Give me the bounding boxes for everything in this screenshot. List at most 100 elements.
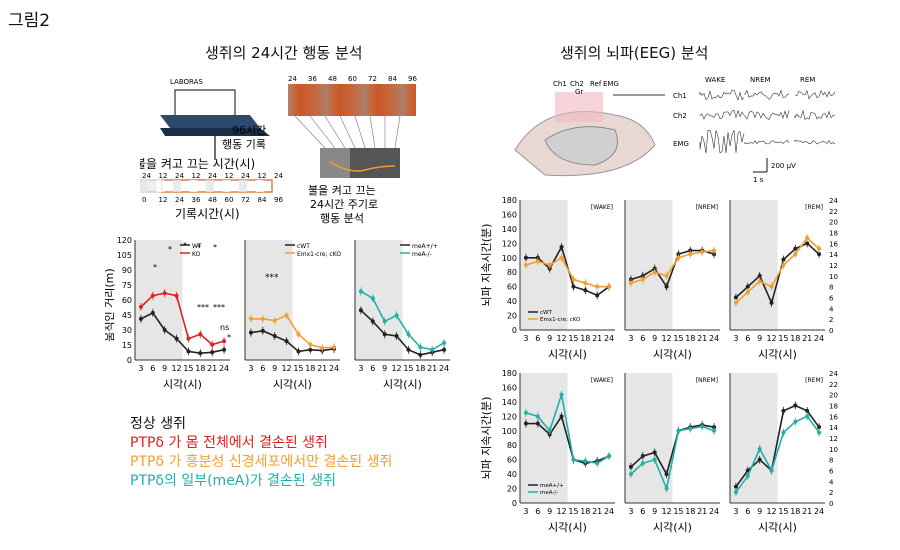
x-tick-label: 9: [757, 507, 762, 516]
heat-tick: 96: [408, 75, 417, 83]
data-point: [198, 351, 203, 356]
data-point: [442, 347, 447, 352]
legend-entry: WT: [192, 243, 202, 250]
bottom-tick: 60: [225, 196, 234, 204]
heat-tick: 84: [388, 75, 397, 83]
x-tick-label: 15: [403, 364, 413, 373]
bottom-tick: 96: [274, 196, 283, 204]
series-line: [630, 424, 715, 477]
y2-tick-label: 18: [829, 230, 838, 238]
x-tick-label: 15: [778, 334, 788, 343]
data-point: [769, 284, 774, 289]
data-point: [138, 316, 143, 321]
y2-tick-label: 8: [829, 457, 833, 465]
series-line: [525, 394, 610, 465]
x-tick-label: 6: [745, 507, 750, 516]
data-point: [210, 350, 215, 355]
x-axis-label: 시각(시): [548, 521, 587, 534]
data-point: [260, 328, 265, 333]
right-title: 생쥐의 뇌파(EEG) 분석: [560, 44, 709, 62]
state-rem: REM: [800, 76, 815, 84]
data-point: [272, 318, 277, 323]
y-tick-label: 45: [122, 311, 132, 320]
legend-entry: meA-/-: [412, 251, 432, 258]
data-point: [700, 250, 705, 254]
significance-label: ***: [213, 303, 225, 312]
data-point: [745, 473, 750, 478]
y-tick-label: 120: [502, 412, 517, 421]
data-point: [296, 332, 301, 337]
electrode-area: [555, 92, 603, 122]
data-point: [781, 430, 786, 435]
heat-strip-overlay: [288, 84, 416, 116]
data-point: [442, 340, 447, 345]
eeg-trace: [699, 130, 745, 154]
x-tick-label: 12: [766, 507, 776, 516]
lbl-ref: Ref: [590, 80, 602, 88]
data-point: [284, 339, 289, 344]
data-point: [260, 316, 265, 321]
lbl-ch2: Ch2: [570, 80, 584, 88]
series-line: [525, 244, 610, 297]
night-shade: [135, 240, 183, 360]
x-tick-label: 3: [248, 364, 253, 373]
laboras-label: LABORAS: [170, 78, 203, 86]
data-point: [559, 244, 564, 249]
data-point: [430, 347, 435, 352]
y-tick-label: 60: [507, 283, 517, 292]
x-tick-label: 3: [523, 334, 528, 343]
x-tick-label: 21: [427, 364, 437, 373]
series-line: [735, 415, 820, 493]
left-title: 생쥐의 24시간 행동 분석: [205, 44, 363, 62]
y2-tick-label: 8: [829, 284, 833, 292]
x-tick-label: 9: [757, 334, 762, 343]
y-axis-label: 뇌파 지속시간(분): [480, 224, 493, 307]
y2-tick-label: 18: [829, 403, 838, 411]
x-tick-label: 3: [523, 507, 528, 516]
x-tick-label: 21: [592, 334, 602, 343]
data-point: [652, 457, 657, 462]
bottom-tick: 84: [258, 196, 267, 204]
panel-label: [WAKE]: [591, 377, 613, 384]
y2-tick-label: 12: [829, 262, 838, 270]
x-tick-label: 18: [415, 364, 425, 373]
data-point: [733, 295, 738, 300]
data-point: [757, 279, 762, 284]
data-point: [418, 345, 423, 350]
data-point: [817, 425, 822, 430]
data-point: [358, 289, 363, 294]
data-point: [174, 293, 179, 298]
significance-label: ***: [265, 273, 279, 283]
data-point: [712, 248, 717, 253]
cycle-label-1: 불을 켜고 끄는: [308, 184, 376, 197]
y2-tick-label: 14: [829, 251, 838, 259]
x-tick-label: 21: [697, 507, 707, 516]
data-point: [150, 293, 155, 298]
x-tick-label: 24: [439, 364, 449, 373]
data-point: [628, 281, 633, 286]
data-point: [198, 332, 203, 337]
data-point: [571, 457, 576, 462]
x-tick-label: 6: [370, 364, 375, 373]
y2-tick-label: 20: [829, 392, 838, 400]
data-point: [571, 277, 576, 282]
x-tick-label: 24: [814, 507, 824, 516]
data-point: [332, 345, 337, 350]
top-tick: 12: [225, 172, 234, 180]
data-point: [805, 235, 810, 240]
x-tick-label: 12: [281, 364, 291, 373]
data-point: [700, 424, 705, 429]
scale-v-label: 200 µV: [771, 162, 796, 170]
data-point: [174, 336, 179, 341]
data-point: [535, 414, 540, 419]
x-tick-label: 24: [219, 364, 229, 373]
trace-ch1: Ch1: [673, 92, 687, 100]
series-line: [735, 242, 820, 306]
heat-tick: 60: [348, 75, 357, 83]
data-point: [248, 316, 253, 321]
y-tick-label: 80: [507, 441, 517, 450]
data-point: [793, 252, 798, 257]
series-line: [735, 404, 820, 488]
data-point: [817, 246, 822, 251]
